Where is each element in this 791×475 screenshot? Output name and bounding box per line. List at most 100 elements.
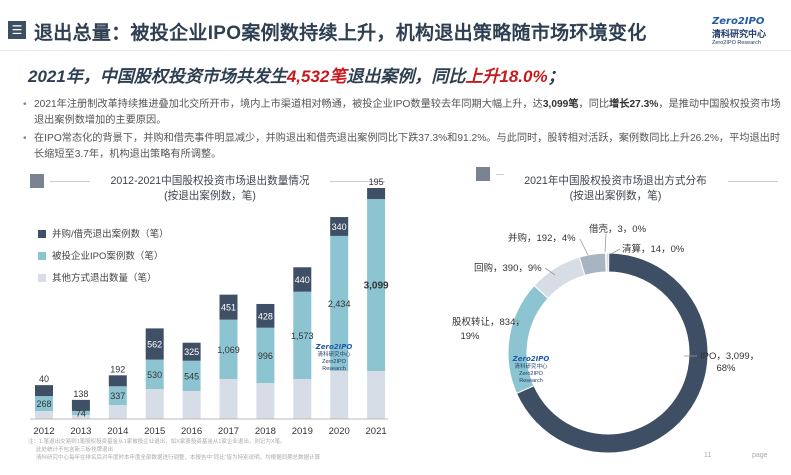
left-chart-marker-icon	[30, 174, 44, 188]
bar-ipo-label: 996	[258, 351, 273, 361]
bar-mna-label: 192	[110, 364, 125, 374]
footnote-line: 清科研究中心每年在排名后对年度时本年度全部数据进行调整，本报告中“同比”皆为特别…	[36, 455, 321, 461]
bar-mna-label: 195	[369, 177, 384, 187]
bar-other	[330, 371, 349, 419]
divider	[496, 174, 504, 175]
bar-ipo	[256, 327, 275, 383]
bullet-text: 2021年注册制改革持续推进叠加北交所开市，境内上市渠道相对畅通，被投企业IPO…	[34, 99, 543, 110]
x-tick-label: 2021	[366, 426, 387, 437]
watermark-logo: Zero2IPO 清科研究中心 Zero2IPO Research	[313, 343, 355, 373]
divider	[728, 181, 778, 182]
headline-highlight2: 上升18.0%	[465, 67, 548, 86]
x-tick-label: 2019	[292, 426, 313, 437]
bar-ipo-label: 530	[147, 370, 162, 380]
left-chart-title-line: 2012-2021中国股权投资市场退出数量情况	[110, 175, 310, 187]
bar-mna-label: 562	[147, 339, 162, 349]
bullet-bold: 增长27.3%	[609, 99, 659, 110]
bar-mna	[219, 294, 238, 320]
bar-mna-label: 340	[332, 222, 347, 232]
bar-mna	[108, 375, 127, 387]
bar-ipo	[71, 410, 90, 415]
x-tick-label: 2016	[181, 426, 202, 437]
legend-item-mna: 并购/借壳退出案例数（笔）	[38, 226, 169, 240]
donut-label: 并购，192，4%	[508, 232, 576, 244]
legend-label: 被投企业IPO案例数（笔）	[52, 251, 164, 262]
bar-mna-label: 428	[258, 311, 273, 321]
headline-part2: 退出案例，同比	[346, 67, 466, 86]
legend-item-ipo: 被投企业IPO案例数（笔）	[38, 248, 163, 262]
footnote-line: 此处统计不包含新三板挂牌退出	[36, 447, 114, 453]
bar-ipo	[330, 235, 349, 371]
brand-logo: Zero2IPO 清科研究中心 Zero2IPO Research	[712, 16, 790, 46]
bar-other	[367, 371, 386, 419]
bullet-text: ，同比	[578, 99, 610, 110]
bar-other	[293, 379, 312, 419]
donut-label: 清算，14，0%	[622, 243, 685, 255]
bullet-item: • 在IPO常态化的背景下，并购和借壳事件明显减少，并购退出和借壳退出案例同比下…	[22, 131, 782, 163]
bar-mna-label: 451	[221, 303, 236, 313]
right-chart-subtitle: (按退出案例数，笔)	[569, 190, 662, 202]
watermark-zh: 清科研究中心	[317, 352, 351, 358]
bar-ipo-label: 1,573	[291, 331, 314, 341]
bar-mna	[367, 188, 386, 200]
legend-label: 其他方式退出数量（笔）	[52, 273, 157, 284]
bar-mna	[71, 399, 90, 411]
legend-label: 并购/借壳退出案例数（笔）	[52, 229, 169, 240]
donut-leader-line	[544, 267, 556, 276]
donut-slice-回购	[533, 256, 586, 300]
bar-mna-label: 40	[39, 374, 49, 384]
divider	[330, 181, 385, 182]
footnote: 注：1.笔退出交易则1笔股权投资基金从1家被投企业退出，如X家股投资基金从1家企…	[28, 438, 320, 462]
bar-ipo-label: 3,099	[364, 281, 389, 292]
bar-other	[145, 389, 164, 419]
x-tick-label: 2020	[329, 426, 350, 437]
bullet-item: • 2021年注册制改革持续推进叠加北交所开市，境内上市渠道相对畅通，被投企业I…	[22, 97, 782, 129]
donut-leader-line	[579, 238, 589, 256]
x-tick-label: 2012	[33, 426, 54, 437]
header: ☰ 退出总量：被投企业IPO案例数持续上升，机构退出策略随市场环境变化 Zero…	[0, 0, 791, 51]
bullet-dot-icon: •	[23, 99, 27, 110]
donut-label: 借壳，3，0%	[589, 223, 647, 235]
bar-mna-label: 138	[73, 389, 88, 399]
donut-slice-并购	[578, 252, 607, 276]
x-tick-label: 2014	[107, 426, 128, 437]
bar-other	[182, 391, 201, 419]
bar-other	[256, 383, 275, 419]
legend-swatch-icon	[38, 230, 46, 238]
bar-mna-label: 325	[184, 347, 199, 357]
legend-item-other: 其他方式退出数量（笔）	[38, 270, 157, 284]
bar-mna-label: 440	[295, 275, 310, 285]
donut-label: 68%	[716, 363, 736, 374]
page-number: 11	[704, 452, 712, 459]
right-chart-title: 2021年中国股权投资市场退出方式分布 (按退出案例数，笔)	[508, 174, 723, 204]
right-chart-marker-icon	[476, 167, 490, 181]
logo-text: Zero2IPO	[712, 16, 765, 27]
bar-other	[219, 379, 238, 419]
bar-ipo	[367, 199, 386, 371]
left-chart-title: 2012-2021中国股权投资市场退出数量情况 (按退出案例数，笔)	[95, 174, 325, 204]
x-tick-label: 2018	[255, 426, 276, 437]
x-tick-label: 2017	[218, 426, 239, 437]
bar-ipo-label: 545	[184, 371, 199, 381]
donut-leader-line	[604, 233, 607, 253]
watermark-en: Zero2IPO Research	[322, 359, 346, 372]
headline-highlight1: 4,532笔	[286, 67, 347, 86]
bar-ipo-label: 1,069	[217, 345, 240, 355]
menu-icon[interactable]: ☰	[8, 21, 26, 39]
watermark-logo-text: Zero2IPO	[315, 343, 353, 351]
bar-ipo	[145, 359, 164, 389]
bar-ipo-label: 268	[36, 399, 51, 409]
bar-ipo-label: 2,434	[328, 299, 351, 309]
logo-zh: 清科研究中心	[712, 29, 767, 39]
bar-mna	[145, 328, 164, 360]
bar-mna	[182, 342, 201, 361]
bar-ipo	[293, 291, 312, 379]
page-label: page	[752, 452, 768, 459]
donut-label: 19%	[460, 331, 480, 342]
watermark-en: Zero2IPO Research	[519, 371, 543, 384]
bar-mna	[35, 385, 53, 397]
left-chart-subtitle: (按退出案例数，笔)	[164, 190, 256, 202]
bar-ipo	[108, 386, 127, 405]
bar-ipo	[182, 360, 201, 391]
